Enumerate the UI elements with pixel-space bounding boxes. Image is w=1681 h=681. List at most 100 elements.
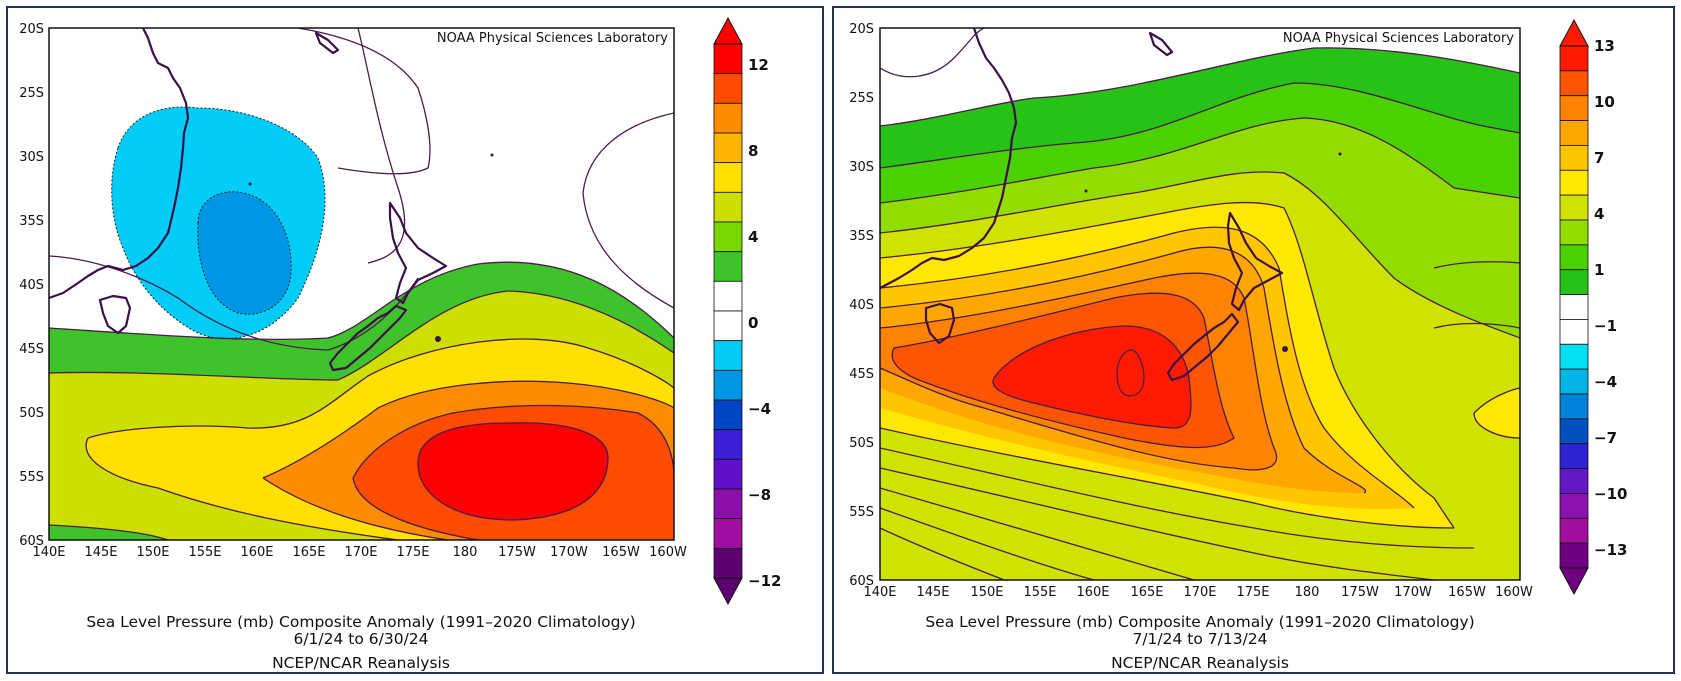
lon-tick: 165E [292,545,325,560]
lon-tick: 160W [649,545,687,560]
map-date-range: 6/1/24 to 6/30/24 [293,630,428,648]
colorbar-tick: 10 [1594,93,1615,111]
colorbar-tick: −12 [748,572,781,590]
map-title: Sea Level Pressure (mb) Composite Anomal… [925,613,1474,631]
colorbar: 13 10 7 4 1 −1 −4 −7 −10 −13 [1559,18,1627,596]
latitude-axis: 20S 25S 30S 35S 40S 45S 50S 55S 60S [19,22,44,549]
lat-tick: 30S [19,150,44,165]
band-13 [1116,349,1145,397]
colorbar-swatch [1559,145,1589,171]
colorbar-tick: −4 [748,400,771,418]
colorbar-swatch [713,458,743,490]
lat-tick: 25S [849,91,874,106]
island-dot [1338,152,1342,156]
lon-tick: 150E [136,545,169,560]
colorbar-swatch [713,221,743,253]
tasmania-coastline [924,302,956,345]
island-dot [248,182,252,186]
colorbar-tick: 4 [748,228,758,246]
colorbar-swatch [1559,517,1589,544]
lon-tick: 175E [396,545,429,560]
lat-tick: 35S [849,229,874,244]
colorbar-swatch [1559,393,1589,420]
lat-tick: 60S [849,574,874,589]
colorbar-tick: 13 [1594,37,1615,55]
slp-anomaly-map-june: NOAA Physical Sciences Laboratory 20S 25… [19,16,781,672]
lat-tick: 55S [849,505,874,520]
lon-tick: 170W [550,545,588,560]
new-zealand-south-island [328,304,408,372]
colorbar-swatch [713,280,743,312]
australia-coastline [49,28,190,300]
colorbar-swatch [1559,468,1589,494]
island-dot [1084,189,1088,193]
longitude-axis: 140E 145E 150E 155E 160E 165E 170E 175E … [863,585,1532,600]
colorbar-tick: −8 [748,486,771,504]
lat-tick: 50S [849,436,874,451]
lat-tick: 40S [19,278,44,293]
filled-contours [49,28,674,540]
colorbar-swatch [1559,294,1589,320]
lat-tick: 45S [19,342,44,357]
new-zealand-north-island [1226,211,1284,312]
colorbar-tick: −10 [1594,485,1627,503]
negative-region-inner [197,191,292,315]
colorbar: 12 8 4 0 −4 −8 −12 [713,16,781,606]
colorbar-tick: 7 [1594,149,1604,167]
lon-tick: 165W [602,545,640,560]
colorbar-swatch [713,191,743,223]
colorbar-tick: 0 [748,314,758,332]
lon-tick: 170E [1183,585,1216,600]
colorbar-swatch [1559,95,1589,121]
credit-label: NOAA Physical Sciences Laboratory [437,31,668,46]
lon-tick: 170E [344,545,377,560]
colorbar-swatch [713,132,743,164]
lon-tick: 165W [1448,585,1486,600]
slp-anomaly-map-july: NOAA Physical Sciences Laboratory 20S 25… [849,18,1627,672]
band-10-11 [993,326,1191,428]
colorbar-tick: 12 [748,56,769,74]
lat-tick: 45S [849,367,874,382]
colorbar-swatch [1559,194,1589,221]
colorbar-swatch [713,73,743,104]
band-12 [418,422,608,520]
lat-tick: 30S [849,160,874,175]
colorbar-swatch [713,429,743,460]
colorbar-swatch [713,43,743,75]
lon-tick: 145E [916,585,949,600]
tasmania-coastline [98,294,132,335]
colorbar-swatch [1559,418,1589,445]
colorbar-tick: 8 [748,142,758,160]
lon-tick: 175E [1236,585,1269,600]
colorbar-swatch [713,162,743,193]
new-zealand-south-island [1166,312,1240,382]
map-source: NCEP/NCAR Reanalysis [1111,654,1289,672]
colorbar-swatch [713,399,743,431]
lat-tick: 55S [19,470,44,485]
colorbar-swatch [1559,319,1589,345]
colorbar-tick: −13 [1594,541,1627,559]
lon-tick: 160W [1495,585,1533,600]
map-frame [879,27,1521,581]
lat-tick: 35S [19,214,44,229]
map-source: NCEP/NCAR Reanalysis [272,654,450,672]
colorbar-tick: 1 [1594,261,1604,279]
colorbar-swatch [713,547,743,579]
colorbar-tick: −7 [1594,429,1617,447]
colorbar-swatch [713,340,743,371]
lon-tick: 155E [188,545,221,560]
new-caledonia [314,31,340,55]
colorbar-swatch [1559,368,1589,395]
colorbar-swatch [1559,542,1589,569]
lon-tick: 165E [1130,585,1163,600]
lon-tick: 145E [84,545,117,560]
colorbar-swatch [1559,443,1589,469]
island-dot [490,153,494,157]
lat-tick: 60S [19,534,44,549]
colorbar-bottom-arrow [713,577,743,606]
lat-tick: 20S [19,22,44,37]
lon-tick: 175W [498,545,536,560]
map-panel-june: NOAA Physical Sciences Laboratory 20S 25… [6,6,824,674]
colorbar-swatch [713,310,743,342]
lon-tick: 150E [970,585,1003,600]
